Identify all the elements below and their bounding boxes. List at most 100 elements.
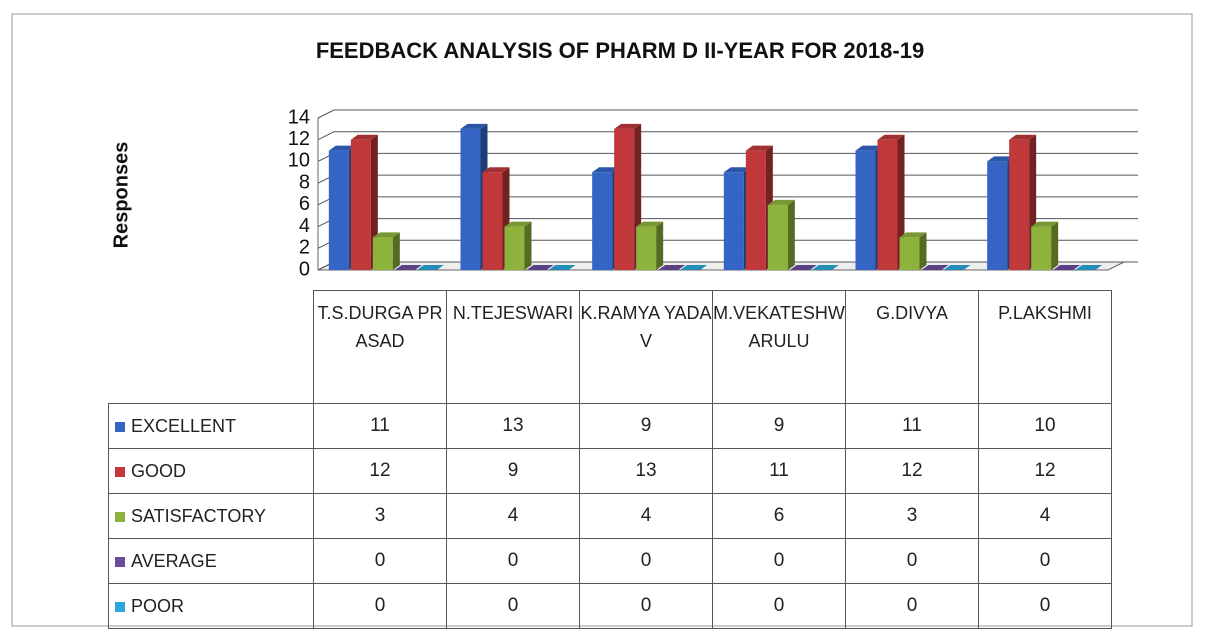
bar-face xyxy=(921,265,949,270)
data-table: T.S.DURGA PRASAD N.TEJESWARI K.RAMYA YADAV… xyxy=(108,290,1112,629)
cat: G.DIVYA xyxy=(845,290,979,404)
bar-face xyxy=(943,265,971,270)
bar xyxy=(548,265,576,270)
legend-key xyxy=(115,466,125,477)
bar-face xyxy=(919,232,927,270)
bar-face xyxy=(416,265,444,270)
y-tick-label: 0 xyxy=(299,258,310,280)
bar xyxy=(636,221,664,270)
value: 0 xyxy=(446,583,580,629)
value: 0 xyxy=(579,538,713,584)
bar-face xyxy=(1009,134,1037,140)
bar-face xyxy=(680,265,708,270)
bar xyxy=(811,265,839,270)
value: 11 xyxy=(845,403,979,449)
bar-face xyxy=(877,139,898,270)
bar xyxy=(394,265,422,270)
value: 9 xyxy=(712,403,846,449)
y-tick-label: 2 xyxy=(299,237,310,259)
name: GOOD xyxy=(108,448,314,494)
value: 0 xyxy=(313,538,447,584)
value: 11 xyxy=(712,448,846,494)
cat: P.LAKSHMI xyxy=(978,290,1112,404)
y-tick-label: 8 xyxy=(299,171,310,193)
bar-face xyxy=(614,128,635,270)
chart-title: FEEDBACK ANALYSIS OF PHARM D II-YEAR FOR… xyxy=(316,38,924,63)
legend-label: POOR xyxy=(131,595,185,616)
bar-face xyxy=(1053,265,1081,270)
blank xyxy=(108,290,314,404)
bar xyxy=(658,265,686,270)
bar-face xyxy=(658,265,686,270)
legend-label: AVERAGE xyxy=(131,550,217,571)
bar-face xyxy=(899,237,920,270)
value: 0 xyxy=(845,538,979,584)
bar-face xyxy=(372,232,400,238)
legend-label: EXCELLENT xyxy=(131,415,237,436)
value: 0 xyxy=(579,583,713,629)
value: 12 xyxy=(845,448,979,494)
bar-face xyxy=(350,139,371,270)
bar-face xyxy=(350,134,378,140)
bar-face xyxy=(392,232,400,270)
bar-face xyxy=(767,199,795,205)
bar-face xyxy=(789,265,817,270)
y-tick-label: 6 xyxy=(299,193,310,215)
y-tick-label: 10 xyxy=(288,150,310,172)
bar xyxy=(789,265,817,270)
bar-face xyxy=(1031,221,1059,227)
row: SATISFACTORY 3 4 4 6 3 4 xyxy=(108,493,1112,539)
row: GOOD 12 9 13 11 12 12 xyxy=(108,448,1112,494)
value: 3 xyxy=(313,493,447,539)
value: 13 xyxy=(446,403,580,449)
name: POOR xyxy=(108,583,314,629)
bar-face xyxy=(636,221,664,227)
bar-face xyxy=(987,161,1008,270)
name: AVERAGE xyxy=(108,538,314,584)
bar-face xyxy=(460,123,488,129)
bar xyxy=(680,265,708,270)
value: 0 xyxy=(446,538,580,584)
bar-face xyxy=(723,167,751,173)
bar-face xyxy=(1009,139,1030,270)
cat: K.RAMYA YADAV xyxy=(579,290,713,404)
y-tick-label: 12 xyxy=(288,128,310,150)
value: 4 xyxy=(978,493,1112,539)
bar xyxy=(504,221,532,270)
row: POOR 0 0 0 0 0 0 xyxy=(108,583,1112,629)
bar-face xyxy=(526,265,554,270)
y-tick-label: 4 xyxy=(299,215,310,237)
bar-face xyxy=(745,150,766,270)
bar-face xyxy=(328,145,356,151)
bar-face xyxy=(877,134,905,140)
bar-face xyxy=(723,172,744,270)
bar xyxy=(899,232,927,270)
cat: T.S.DURGA PRASAD xyxy=(313,290,447,404)
bar-face xyxy=(394,265,422,270)
value: 0 xyxy=(313,583,447,629)
value: 0 xyxy=(712,583,846,629)
bar-face xyxy=(987,156,1015,162)
y-axis-label: Responses xyxy=(110,142,132,249)
bar-face xyxy=(524,221,532,270)
value: 0 xyxy=(712,538,846,584)
bar-face xyxy=(899,232,927,238)
value: 0 xyxy=(978,538,1112,584)
legend-key xyxy=(115,511,125,522)
value: 9 xyxy=(446,448,580,494)
bar-face xyxy=(504,221,532,227)
bar-face xyxy=(592,167,620,173)
legend-key xyxy=(115,421,125,432)
value: 0 xyxy=(845,583,979,629)
grid-line xyxy=(317,131,1138,141)
bar xyxy=(416,265,444,270)
bar-face xyxy=(328,150,349,270)
bar xyxy=(1053,265,1081,270)
cat: N.TEJESWARI xyxy=(446,290,580,404)
value: 4 xyxy=(446,493,580,539)
bar-face xyxy=(504,226,525,270)
bar xyxy=(767,199,795,270)
row: AVERAGE 0 0 0 0 0 0 xyxy=(108,538,1112,584)
value: 9 xyxy=(579,403,713,449)
